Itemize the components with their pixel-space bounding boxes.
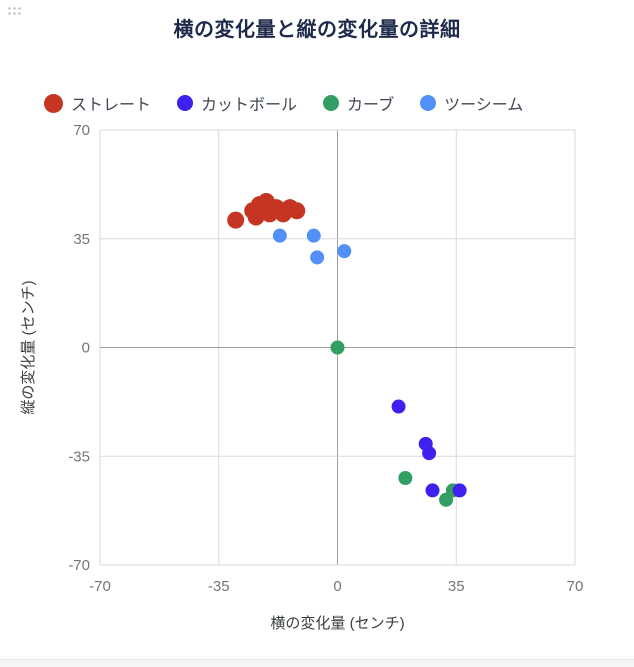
- y-tick-label: 70: [73, 122, 90, 139]
- legend-item-two-seam[interactable]: ツーシーム: [420, 91, 523, 115]
- y-tick-label: -70: [68, 557, 90, 574]
- legend-swatch-two-seam: [420, 95, 437, 111]
- drag-handle-icon[interactable]: [7, 6, 21, 16]
- legend-item-straight[interactable]: ストレート: [44, 91, 151, 115]
- x-tick-label: 70: [567, 578, 584, 595]
- x-tick-label: 0: [333, 578, 341, 595]
- chart-title: 横の変化量と縦の変化量の詳細: [173, 19, 461, 41]
- data-point: [306, 228, 321, 243]
- data-point: [398, 471, 413, 485]
- legend-swatch-straight: [44, 93, 63, 113]
- x-axis-title: 横の変化量 (センチ): [270, 615, 404, 632]
- legend-item-curve[interactable]: カーブ: [323, 91, 394, 115]
- data-point: [452, 483, 467, 498]
- legend-label-curve: カーブ: [347, 97, 395, 114]
- legend-label-straight: ストレート: [71, 97, 152, 114]
- legend-label-cutball: カットボール: [201, 97, 298, 114]
- data-point: [422, 446, 437, 461]
- x-tick-label: -70: [89, 578, 111, 595]
- x-tick-label: 35: [448, 578, 465, 595]
- data-point: [310, 250, 325, 265]
- data-point: [272, 228, 287, 243]
- data-point: [227, 211, 245, 229]
- x-tick-label: -35: [208, 578, 230, 595]
- scatter-plot: -70 -35 0 35 70 -70 -35 0 35 70 横の変化量 (センチ) 縦の変化量…: [20, 122, 583, 632]
- data-point: [288, 202, 306, 220]
- legend-label-two-seam: ツーシーム: [444, 97, 524, 114]
- y-tick-label: 35: [73, 231, 90, 248]
- data-point: [330, 340, 345, 355]
- data-point: [391, 399, 406, 414]
- footer-divider: [0, 659, 634, 667]
- legend-swatch-curve: [323, 95, 340, 111]
- y-axis-title: 縦の変化量 (センチ): [20, 280, 37, 414]
- data-point: [425, 483, 440, 498]
- legend: ストレート カットボール カーブ ツーシーム: [44, 91, 523, 115]
- legend-item-cutball[interactable]: カットボール: [177, 91, 297, 115]
- data-point: [337, 244, 352, 259]
- y-tick-label: 0: [82, 340, 90, 357]
- grid-layer: -70 -35 0 35 70 -70 -35 0 35 70: [68, 122, 583, 595]
- legend-swatch-cutball: [177, 95, 194, 111]
- y-tick-label: -35: [68, 448, 90, 465]
- points-layer: [227, 192, 467, 507]
